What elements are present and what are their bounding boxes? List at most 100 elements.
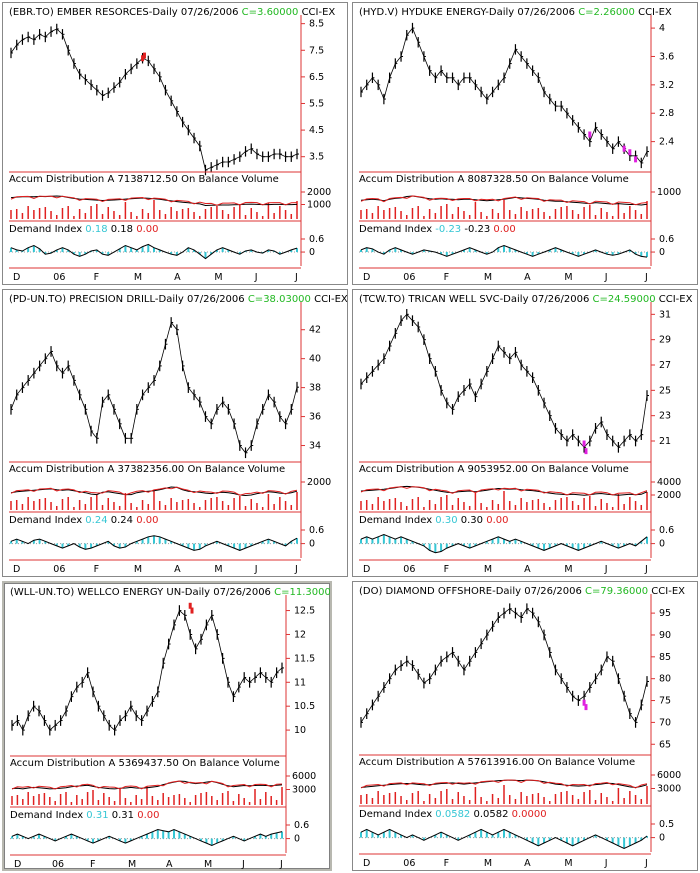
month-tick-label: D — [14, 859, 21, 870]
indicator-label: CCI-EX — [314, 294, 348, 305]
ad-name: Accum Distribution A — [359, 757, 467, 768]
indicator-label: CCI-EX — [651, 586, 685, 597]
di-value-3: 0.00 — [136, 224, 158, 235]
indicator-label: CCI-EX — [659, 294, 693, 305]
price-tick-label: 27 — [659, 360, 671, 371]
month-tick-label: J — [279, 859, 283, 870]
price-tick-label: 3.2 — [659, 80, 674, 91]
month-tick-label: F — [94, 564, 99, 575]
ad-tick-label: 2000 — [307, 477, 331, 488]
month-tick-label: 06 — [403, 272, 415, 283]
ad-line — [10, 195, 298, 207]
ad-label: Accum Distribution A 7138712.50 On Balan… — [9, 174, 279, 185]
ad-value: 5369437.50 — [118, 758, 182, 769]
month-tick-label: J — [604, 272, 608, 283]
obv-name: On Balance Volume — [182, 758, 280, 769]
di-name: Demand Index — [359, 224, 435, 235]
month-tick-label: D — [363, 272, 370, 283]
obv-line — [360, 195, 648, 206]
date-label: 07/26/2006 — [524, 586, 585, 597]
di-tick-label: 0 — [309, 539, 315, 550]
stock-chart-panel[interactable]: (EBR.TO) EMBER RESORCES-Daily 07/26/2006… — [2, 2, 348, 285]
price-tick-label: 36 — [309, 412, 321, 423]
month-tick-label: A — [174, 564, 181, 575]
di-label: Demand Index 0.30 0.30 0.00 — [359, 515, 508, 526]
chart-title: (TCW.TO) TRICAN WELL SVC-Daily 07/26/200… — [359, 294, 693, 305]
stock-chart-panel[interactable]: (DO) DIAMOND OFFSHORE-Daily 07/26/2006 C… — [352, 581, 698, 871]
ad-label: Accum Distribution A 57613916.00 On Bala… — [359, 757, 635, 768]
di-line — [11, 828, 283, 846]
ticker-label: (WLL-UN.TO) WELLCO ENERGY UN-Daily — [10, 587, 213, 598]
obv-name: On Balance Volume — [537, 757, 635, 768]
price-line — [360, 313, 648, 448]
month-tick-label: D — [363, 858, 370, 869]
chart-svg: (PD-UN.TO) PRECISION DRILL-Daily 07/26/2… — [9, 294, 348, 575]
month-tick-label: M — [204, 859, 212, 870]
ad-label: Accum Distribution A 8087328.50 On Balan… — [359, 174, 629, 185]
di-value-2: 0.18 — [111, 224, 136, 235]
date-label: 07/26/2006 — [187, 294, 248, 305]
stock-chart-panel[interactable]: (WLL-UN.TO) WELLCO ENERGY UN-Daily 07/26… — [2, 581, 332, 871]
signal-marker — [634, 156, 638, 163]
close-label: C=79.36000 — [585, 586, 651, 597]
di-name: Demand Index — [9, 224, 85, 235]
di-value-1: -0.23 — [435, 224, 464, 235]
stock-chart-panel[interactable]: (PD-UN.TO) PRECISION DRILL-Daily 07/26/2… — [2, 289, 348, 577]
month-tick-label: F — [444, 858, 449, 869]
ad-label: Accum Distribution A 9053952.00 On Balan… — [359, 464, 629, 475]
close-label: C=3.60000 — [242, 7, 302, 18]
ad-value: 37382356.00 — [117, 464, 187, 475]
ad-line — [360, 195, 648, 206]
di-line — [360, 244, 648, 258]
month-tick-label: M — [214, 564, 222, 575]
stock-chart-panel[interactable]: (HYD.V) HYDUKE ENERGY-Daily 07/26/2006 C… — [352, 2, 698, 285]
ad-name: Accum Distribution A — [10, 758, 118, 769]
chart-title: (PD-UN.TO) PRECISION DRILL-Daily 07/26/2… — [9, 294, 348, 305]
obv-line — [10, 486, 298, 496]
price-tick-label: 21 — [659, 436, 671, 447]
di-label: Demand Index 0.0582 0.0582 0.0000 — [359, 809, 547, 820]
price-tick-label: 34 — [309, 441, 321, 452]
price-tick-label: 25 — [659, 385, 671, 396]
di-tick-label: 0.6 — [309, 525, 324, 536]
month-tick-label: F — [444, 272, 449, 283]
close-label: C=11.30000 — [274, 587, 332, 598]
month-tick-label: M — [214, 272, 222, 283]
ad-tick-label: 1000 — [657, 187, 681, 198]
signal-marker — [190, 607, 194, 614]
signal-marker — [584, 704, 588, 711]
month-tick-label: M — [564, 564, 572, 575]
stock-chart-panel[interactable]: (TCW.TO) TRICAN WELL SVC-Daily 07/26/200… — [352, 289, 698, 577]
ticker-label: (PD-UN.TO) PRECISION DRILL-Daily — [9, 294, 187, 305]
di-tick-label: 0 — [659, 539, 665, 550]
date-label: 07/26/2006 — [181, 7, 242, 18]
di-value-1: 0.0582 — [435, 809, 473, 820]
price-tick-label: 31 — [659, 309, 671, 320]
month-tick-label: J — [254, 564, 258, 575]
di-name: Demand Index — [10, 810, 86, 821]
month-tick-label: F — [444, 564, 449, 575]
month-tick-label: A — [524, 564, 531, 575]
chart-title: (DO) DIAMOND OFFSHORE-Daily 07/26/2006 C… — [359, 586, 685, 597]
indicator-label: CCI-EX — [638, 7, 672, 18]
chart-title: (HYD.V) HYDUKE ENERGY-Daily 07/26/2006 C… — [359, 7, 672, 18]
month-tick-label: J — [604, 858, 608, 869]
price-line — [360, 27, 648, 164]
date-label: 07/26/2006 — [517, 7, 578, 18]
price-tick-label: 75 — [659, 696, 671, 707]
di-value-3: 0.00 — [486, 515, 508, 526]
price-tick-label: 90 — [659, 630, 671, 641]
ad-name: Accum Distribution A — [9, 174, 117, 185]
ad-tick-label: 2000 — [657, 490, 681, 501]
ad-value: 9053952.00 — [467, 464, 531, 475]
ad-tick-label: 3000 — [292, 785, 316, 796]
month-tick-label: 06 — [52, 859, 64, 870]
signal-marker — [142, 52, 146, 59]
price-tick-label: 95 — [659, 608, 671, 619]
month-tick-label: J — [644, 272, 648, 283]
price-tick-label: 11.5 — [294, 653, 315, 664]
month-tick-label: 06 — [53, 564, 65, 575]
ad-label: Accum Distribution A 37382356.00 On Bala… — [9, 464, 285, 475]
signal-marker — [628, 149, 632, 156]
